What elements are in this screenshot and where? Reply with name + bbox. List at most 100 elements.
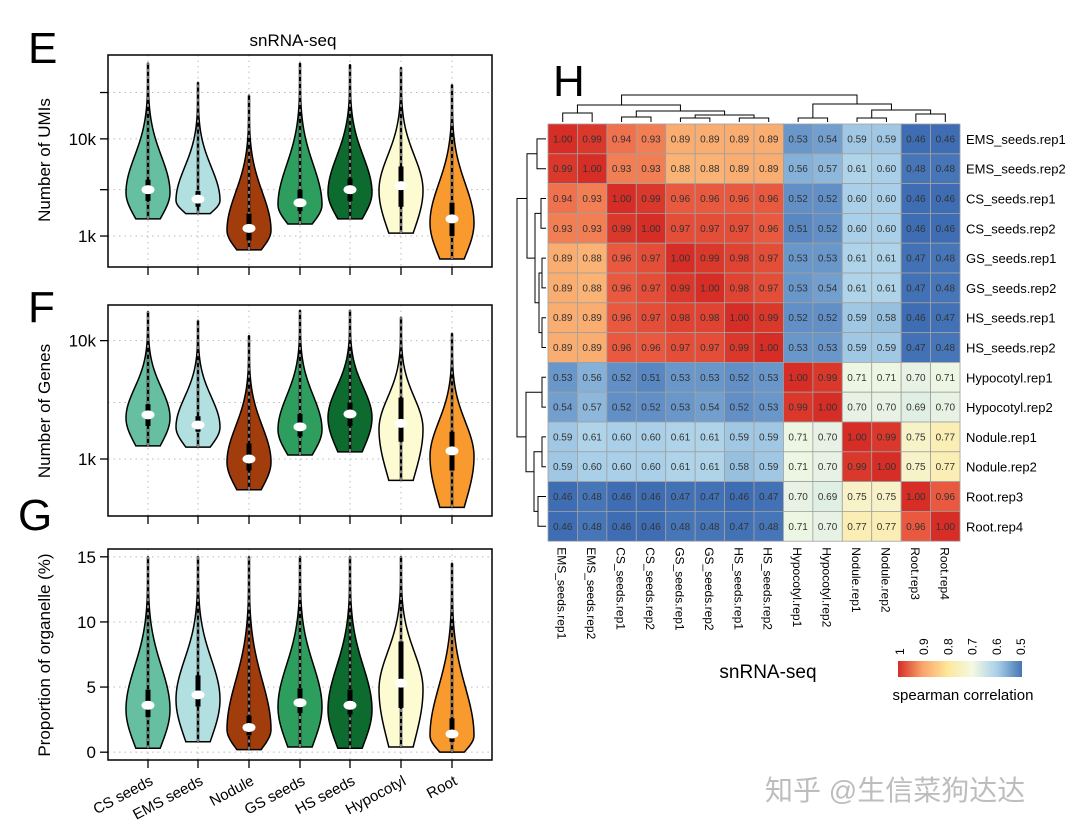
- heatmap-cell-value: 0.61: [847, 283, 867, 294]
- y-axis-label-organelle: Proportion of organelle (%): [35, 553, 54, 756]
- heatmap-cell: [900, 302, 931, 333]
- heatmap-cell: [665, 451, 696, 482]
- heatmap-cell-value: 0.97: [730, 224, 750, 235]
- heatmap-cell-value: 0.53: [759, 403, 779, 414]
- heatmap-cell: [871, 391, 902, 423]
- heatmap-cell-value: 0.94: [612, 134, 632, 145]
- heatmap-column-label: GS_seeds.rep2: [702, 547, 716, 631]
- heatmap-cell-value: 0.70: [877, 403, 897, 414]
- heatmap-column-label: Root.rep3: [908, 547, 922, 600]
- heatmap-row-label: Nodule.rep1: [966, 430, 1037, 445]
- heatmap-cell: [812, 510, 843, 542]
- heatmap-cell-value: 0.47: [730, 522, 750, 533]
- heatmap-cell-value: 0.61: [847, 254, 867, 265]
- column-dendrogram: [679, 117, 711, 122]
- heatmap-cell-value: 0.46: [906, 313, 926, 324]
- heatmap-cell-value: 0.52: [818, 313, 838, 324]
- heatmap-cell-value: 0.89: [730, 134, 750, 145]
- heatmap-cell-value: 0.52: [818, 224, 838, 235]
- heatmap-cell-value: 0.53: [818, 343, 838, 354]
- heatmap-cell-value: 0.46: [906, 224, 926, 235]
- heatmap-cell: [694, 421, 725, 453]
- heatmap-cell-value: 0.96: [641, 343, 661, 354]
- heatmap-cell: [900, 481, 931, 512]
- heatmap-cell-value: 0.46: [553, 492, 573, 503]
- heatmap-cell-value: 0.99: [759, 313, 779, 324]
- heatmap-cell-value: 1.00: [730, 313, 750, 324]
- heatmap-cell: [841, 272, 873, 304]
- heatmap-cell: [783, 421, 814, 453]
- heatmap-cell-value: 0.46: [730, 492, 750, 503]
- column-dendrogram: [871, 109, 932, 118]
- heatmap-cell-value: 0.70: [847, 403, 867, 414]
- heatmap-cell-value: 1.00: [582, 164, 602, 175]
- heatmap-cell-value: 0.53: [788, 343, 808, 354]
- heatmap-cell: [871, 183, 902, 214]
- median-dot: [343, 409, 357, 419]
- heatmap-cell-value: 0.60: [612, 432, 632, 443]
- heatmap-cell-value: 0.57: [818, 164, 838, 175]
- heatmap-cell-value: 0.48: [582, 492, 602, 503]
- heatmap-cell-value: 0.88: [700, 164, 720, 175]
- heatmap-cell: [930, 153, 961, 185]
- heatmap-cell: [547, 391, 578, 423]
- heatmap-cell: [635, 302, 667, 333]
- heatmap-cell-value: 0.46: [641, 522, 661, 533]
- x-category-label: Root: [424, 772, 461, 802]
- heatmap-cell-value: 0.52: [788, 194, 808, 205]
- heatmap-cell-value: 0.96: [936, 492, 956, 503]
- heatmap-cell-value: 0.96: [759, 194, 779, 205]
- heatmap-cell: [841, 302, 873, 333]
- heatmap-column-label: Hypocotyl.rep1: [790, 547, 804, 627]
- heatmap-cell: [694, 183, 725, 214]
- heatmap-row-label: CS_seeds.rep2: [966, 221, 1056, 236]
- heatmap-cell-value: 0.47: [906, 254, 926, 265]
- heatmap-cell: [812, 361, 843, 393]
- heatmap-cell-value: 0.71: [847, 373, 867, 384]
- heatmap-cell: [577, 332, 608, 363]
- y-tick-label: 0: [87, 743, 96, 762]
- heatmap-cell-value: 0.53: [700, 373, 720, 384]
- heatmap-cell-value: 0.60: [612, 462, 632, 473]
- heatmap-cell-value: 0.57: [582, 403, 602, 414]
- heatmap-cell-value: 0.59: [759, 462, 779, 473]
- heatmap-cell: [724, 510, 755, 542]
- median-dot: [191, 194, 205, 204]
- heatmap-cell-value: 0.59: [847, 343, 867, 354]
- heatmap-cell: [841, 451, 873, 482]
- correlation-heatmap: 1.00 0.99 0.94 0.93 0.89 0.89 0.89 0.89 0.53 0.54…: [516, 94, 1066, 640]
- violin-panel-e: 1k 10k: [69, 54, 493, 275]
- heatmap-cell-value: 0.54: [818, 134, 838, 145]
- heatmap-cell-value: 0.71: [936, 373, 956, 384]
- heatmap-cell: [577, 421, 608, 453]
- heatmap-cell-value: 0.54: [700, 403, 720, 414]
- heatmap-cell-value: 0.89: [700, 134, 720, 145]
- heatmap-cell-value: 0.70: [818, 522, 838, 533]
- heatmap-cell-value: 0.89: [759, 164, 779, 175]
- heatmap-row-label: GS_seeds.rep2: [966, 281, 1056, 296]
- heatmap-cell-value: 0.71: [788, 522, 808, 533]
- heatmap-cell: [871, 361, 902, 393]
- heatmap-cell-value: 0.48: [700, 522, 720, 533]
- heatmap-cell-value: 0.97: [641, 283, 661, 294]
- y-tick-label: 10k: [69, 332, 97, 351]
- heatmap-cell-value: 0.88: [671, 164, 691, 175]
- median-dot: [445, 214, 459, 224]
- heatmap-cell-value: 0.61: [582, 432, 602, 443]
- heatmap-cell-value: 0.61: [700, 432, 720, 443]
- heatmap-cell-value: 0.51: [641, 373, 661, 384]
- heatmap-cell-value: 0.54: [553, 403, 573, 414]
- heatmap-cell: [547, 332, 578, 363]
- heatmap-x-label: snRNA-seq: [719, 662, 816, 683]
- color-scale-tick-label: 0.5: [1014, 638, 1028, 655]
- heatmap-cell-value: 0.61: [877, 283, 897, 294]
- color-scale-tick-label: 0.8: [941, 638, 955, 655]
- heatmap-cell: [665, 153, 696, 185]
- heatmap-cell-value: 0.93: [582, 224, 602, 235]
- heatmap-cell-value: 0.54: [818, 283, 838, 294]
- heatmap-column-label: Nodule.rep1: [849, 547, 863, 613]
- plot-frame: [107, 304, 493, 517]
- heatmap-cell-value: 0.97: [641, 254, 661, 265]
- heatmap-cell: [665, 242, 696, 274]
- heatmap-cell-value: 0.96: [612, 254, 632, 265]
